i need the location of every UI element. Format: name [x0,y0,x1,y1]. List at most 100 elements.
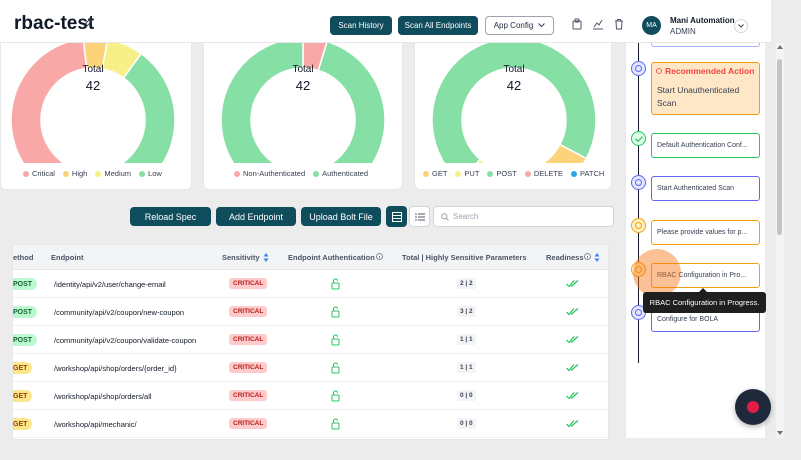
record-dot-icon [747,401,759,413]
donut-slice-put[interactable] [460,158,500,163]
timeline-step[interactable]: Default Authentication Conf... [651,133,760,158]
avatar[interactable]: MA [642,16,661,35]
legend-dot [423,171,429,178]
table-row[interactable]: GET /workshop/api/shop/orders/{order_id}… [13,354,608,382]
unlock-icon [331,278,340,290]
method-badge: POST [13,306,38,318]
clipboard-icon[interactable] [571,18,583,30]
severity-badge: CRITICAL [229,334,268,345]
user-menu-button[interactable] [734,19,748,33]
column-sensitivity[interactable]: Sensitivity [222,253,260,262]
scan-history-button[interactable]: Scan History [330,16,392,35]
table-row[interactable]: GET /workshop/api/shop/orders/all CRITIC… [13,382,608,410]
timeline-step-box[interactable] [651,43,760,47]
endpoint-path[interactable]: /community/api/v2/coupon/validate-coupon [54,336,197,345]
search-input[interactable]: Search [433,206,614,227]
legend-dot [524,171,531,178]
user-name: Mani Automation [670,16,735,25]
click-indicator [633,249,681,297]
scrollbar-track[interactable] [776,43,784,438]
endpoint-path[interactable]: /workshop/api/mechanic/ [54,420,137,429]
endpoints-table: ethod Endpoint Sensitivity Endpoint Auth… [12,244,609,440]
alert-circle-icon [656,68,662,74]
column-readiness[interactable]: Readiness [546,253,584,262]
recommended-action-card[interactable]: Recommended Action Start Unauthenticated… [651,62,760,115]
column-endpoint[interactable]: Endpoint [51,253,84,262]
double-check-icon [566,392,579,400]
endpoint-path[interactable]: /identity/api/v2/user/change-email [54,280,166,289]
params-count: 0 | 0 [457,390,476,401]
info-icon[interactable] [584,253,591,260]
severity-badge: CRITICAL [229,306,268,317]
donut-slice-get[interactable] [493,143,588,163]
timeline-step[interactable]: Start Authenticated Scan [651,176,760,201]
sort-icon[interactable] [594,252,600,263]
endpoint-path[interactable]: /workshop/api/shop/orders/{order_id} [54,364,177,373]
severity-badge: CRITICAL [229,362,268,373]
sort-icon[interactable] [263,252,269,263]
app-header: rbac-test Scan History Scan All Endpoint… [0,0,771,43]
table-view-toggle[interactable] [386,206,407,227]
legend-item: PATCH [571,169,604,178]
double-check-icon [566,420,579,428]
scan-all-endpoints-button[interactable]: Scan All Endpoints [398,16,478,35]
donut-slice-authenticated[interactable] [220,43,386,163]
list-view-toggle[interactable] [409,206,430,227]
app-config-dropdown[interactable]: App Config [485,16,554,35]
params-count: 0 | 0 [457,418,476,429]
search-placeholder: Search [453,212,479,221]
method-donut-card: Total 42 [414,43,612,190]
record-button[interactable] [735,389,771,425]
unlock-icon [331,334,340,346]
table-row[interactable]: POST /community/api/v2/coupon/new-coupon… [13,298,608,326]
scroll-down-icon[interactable] [777,431,783,435]
donut-slice-critical[interactable] [10,43,126,163]
authentication-donut-chart [220,43,386,163]
edit-pencil-icon[interactable] [83,18,93,28]
donut-total-value: 42 [506,78,522,93]
analytics-chart-icon[interactable] [592,18,604,30]
sensitivity-donut-chart [10,43,176,163]
donut-slice-post[interactable] [431,43,597,163]
column-endpoint-authentication[interactable]: Endpoint Authentication [288,253,375,262]
legend-item: Low [139,169,162,178]
double-check-icon [566,280,579,288]
list-view-icon [414,212,425,221]
column-sensitive-parameters[interactable]: Total | Highly Sensitive Parameters [402,253,527,262]
legend-dot [234,171,240,178]
check-icon [634,135,643,142]
table-row[interactable]: POST /community/api/v2/coupon/validate-c… [13,326,608,354]
legend-dot [95,171,102,178]
legend-dot [487,171,494,178]
reload-spec-button[interactable]: Reload Spec [130,207,211,226]
endpoint-path[interactable]: /community/api/v2/coupon/new-coupon [54,308,185,317]
donut-total-value: 42 [85,78,101,93]
params-count: 2 | 2 [457,278,476,289]
scroll-up-icon[interactable] [777,45,783,49]
severity-badge: CRITICAL [229,278,268,289]
unlock-icon [331,418,340,430]
params-count: 3 | 2 [457,306,476,317]
donut-total-label: Total [82,64,104,75]
legend-item: PUT [455,169,479,178]
legend-item: High [62,169,87,178]
table-row[interactable]: GET /workshop/api/mechanic/ CRITICAL 0 |… [13,410,608,438]
table-row[interactable]: POST /identity/api/v2/user/change-email … [13,270,608,298]
method-donut-chart [431,43,597,163]
severity-badge: CRITICAL [229,390,268,401]
endpoint-path[interactable]: /workshop/api/shop/orders/all [54,392,152,401]
scrollbar-thumb[interactable] [777,59,782,235]
column-method[interactable]: ethod [13,253,34,262]
legend-item: Non-Authenticated [234,169,305,178]
timeline-step[interactable]: Please provide values for p... [651,220,760,245]
upload-bolt-file-button[interactable]: Upload Bolt File [301,207,381,226]
add-endpoint-button[interactable]: Add Endpoint [216,207,296,226]
legend-dot [455,171,462,178]
info-icon[interactable] [376,253,383,260]
donut-total-label: Total [503,64,525,75]
trash-icon[interactable] [613,18,625,30]
timeline-step[interactable]: RBAC Configuration in Pro... [651,263,760,288]
legend-item: DELETE [524,169,563,178]
donut-slice-low[interactable] [114,52,176,163]
donut-total-value: 42 [295,78,311,93]
